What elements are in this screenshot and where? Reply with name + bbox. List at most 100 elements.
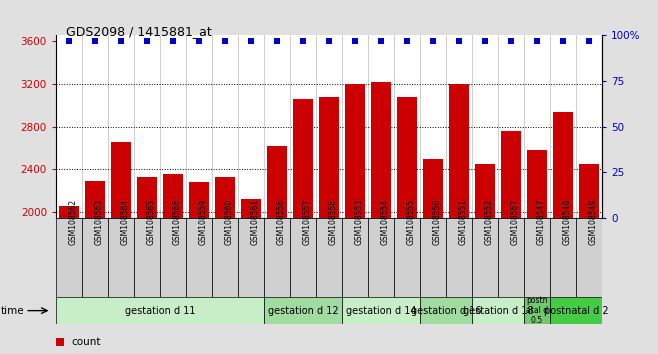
Text: GSM108550: GSM108550 bbox=[433, 199, 442, 245]
Bar bbox=[472, 218, 498, 297]
Bar bbox=[342, 218, 368, 297]
Text: GSM108548: GSM108548 bbox=[563, 199, 572, 245]
Text: gestation d 14: gestation d 14 bbox=[345, 306, 417, 316]
Bar bbox=[108, 218, 134, 297]
Point bbox=[193, 38, 204, 44]
Text: gestation d 11: gestation d 11 bbox=[125, 306, 195, 316]
Bar bbox=[82, 218, 108, 297]
Bar bbox=[579, 164, 599, 354]
Point bbox=[89, 38, 100, 44]
Bar bbox=[190, 182, 209, 354]
Bar bbox=[446, 218, 472, 297]
Text: GSM108560: GSM108560 bbox=[225, 199, 234, 245]
Bar bbox=[397, 97, 417, 354]
Text: GSM108552: GSM108552 bbox=[485, 199, 494, 245]
Point bbox=[64, 38, 74, 44]
Point bbox=[506, 38, 517, 44]
Text: postn
atal d
0.5: postn atal d 0.5 bbox=[526, 296, 548, 325]
Text: GSM108559: GSM108559 bbox=[199, 199, 208, 245]
Bar bbox=[111, 142, 131, 354]
Point bbox=[220, 38, 230, 44]
Bar bbox=[238, 218, 264, 297]
Text: GSM108553: GSM108553 bbox=[355, 199, 364, 245]
Point bbox=[532, 38, 542, 44]
Bar bbox=[527, 150, 547, 354]
Point bbox=[402, 38, 413, 44]
Text: GSM108567: GSM108567 bbox=[511, 199, 520, 245]
Point bbox=[272, 38, 282, 44]
Text: GSM108565: GSM108565 bbox=[147, 199, 156, 245]
Point bbox=[245, 38, 256, 44]
Bar bbox=[498, 218, 524, 297]
Point bbox=[454, 38, 465, 44]
Text: postnatal d 2: postnatal d 2 bbox=[544, 306, 609, 316]
Point bbox=[480, 38, 490, 44]
Bar bbox=[342, 297, 420, 324]
Text: GSM108558: GSM108558 bbox=[329, 199, 338, 245]
Bar bbox=[550, 218, 576, 297]
Point bbox=[141, 38, 152, 44]
Point bbox=[428, 38, 438, 44]
Bar bbox=[420, 218, 446, 297]
Bar bbox=[215, 177, 235, 354]
Text: GSM108549: GSM108549 bbox=[589, 199, 598, 245]
Text: GSM108562: GSM108562 bbox=[69, 199, 78, 245]
Text: GDS2098 / 1415881_at: GDS2098 / 1415881_at bbox=[66, 25, 212, 38]
Bar bbox=[524, 218, 550, 297]
Bar bbox=[368, 218, 394, 297]
Text: GSM108547: GSM108547 bbox=[537, 199, 546, 245]
Text: time: time bbox=[1, 306, 25, 316]
Point bbox=[324, 38, 334, 44]
Bar bbox=[550, 297, 602, 324]
Text: GSM108561: GSM108561 bbox=[251, 199, 260, 245]
Point bbox=[168, 38, 178, 44]
Bar bbox=[186, 218, 212, 297]
Bar bbox=[138, 177, 157, 354]
Bar bbox=[56, 218, 82, 297]
Text: GSM108554: GSM108554 bbox=[381, 199, 390, 245]
Text: gestation d 12: gestation d 12 bbox=[268, 306, 338, 316]
Point bbox=[376, 38, 386, 44]
Bar bbox=[316, 218, 342, 297]
Bar bbox=[56, 297, 264, 324]
Point bbox=[350, 38, 361, 44]
Bar bbox=[264, 297, 342, 324]
Bar bbox=[345, 84, 365, 354]
Text: gestation d 18: gestation d 18 bbox=[463, 306, 533, 316]
Text: GSM108555: GSM108555 bbox=[407, 199, 416, 245]
Bar bbox=[472, 297, 524, 324]
Bar bbox=[576, 218, 602, 297]
Bar bbox=[319, 97, 339, 354]
Point bbox=[297, 38, 308, 44]
Bar bbox=[290, 218, 316, 297]
Bar bbox=[394, 218, 420, 297]
Bar bbox=[423, 159, 443, 354]
Bar bbox=[371, 81, 391, 354]
Bar bbox=[420, 297, 472, 324]
Point bbox=[558, 38, 569, 44]
Bar bbox=[85, 181, 105, 354]
Text: gestation d 16: gestation d 16 bbox=[411, 306, 481, 316]
Bar bbox=[524, 297, 550, 324]
Text: GSM108551: GSM108551 bbox=[459, 199, 468, 245]
Bar bbox=[449, 84, 468, 354]
Text: GSM108566: GSM108566 bbox=[173, 199, 182, 245]
Bar bbox=[293, 99, 313, 354]
Text: GSM108556: GSM108556 bbox=[277, 199, 286, 245]
Bar bbox=[160, 218, 186, 297]
Bar bbox=[501, 131, 520, 354]
Text: GSM108563: GSM108563 bbox=[95, 199, 104, 245]
Bar bbox=[553, 112, 573, 354]
Bar bbox=[163, 174, 183, 354]
Point bbox=[284, 272, 295, 278]
Text: GSM108564: GSM108564 bbox=[121, 199, 130, 245]
Bar bbox=[212, 218, 238, 297]
Point bbox=[284, 60, 295, 65]
Bar bbox=[59, 206, 79, 354]
Bar bbox=[267, 146, 287, 354]
Text: count: count bbox=[72, 337, 101, 347]
Bar bbox=[134, 218, 160, 297]
Bar bbox=[241, 200, 261, 354]
Bar bbox=[264, 218, 290, 297]
Point bbox=[116, 38, 126, 44]
